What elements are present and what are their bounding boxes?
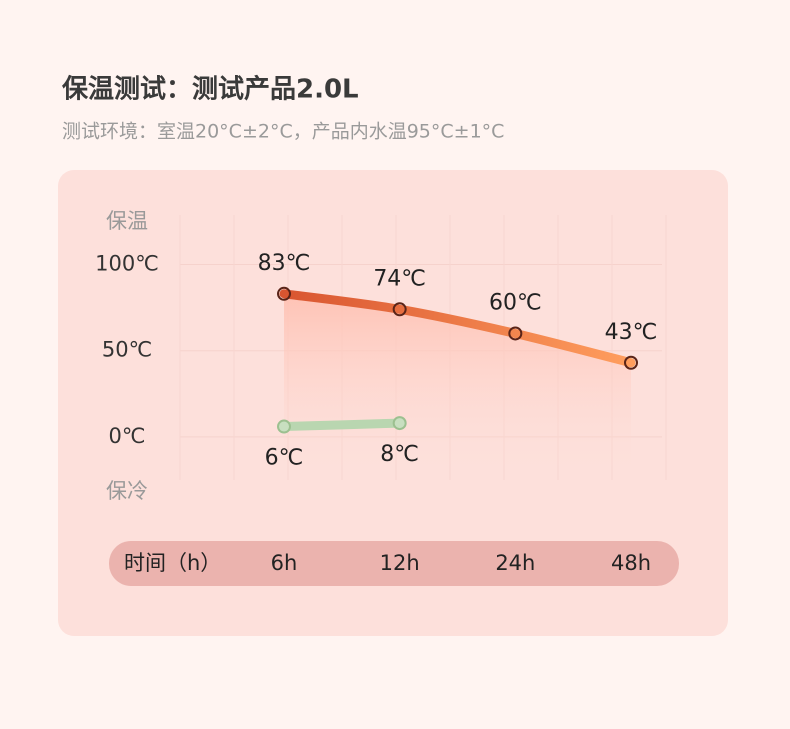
x-tick-label: 48h xyxy=(611,551,651,575)
x-axis-label: 时间（h） xyxy=(124,551,221,575)
data-label: 8℃ xyxy=(380,442,419,467)
y-tick-label: 50℃ xyxy=(102,338,152,362)
area xyxy=(284,293,631,480)
marker xyxy=(277,286,291,301)
marker xyxy=(277,419,291,434)
x-tick-label: 12h xyxy=(380,551,420,575)
title: 保温测试：测试产品2.0L xyxy=(61,75,359,105)
marker xyxy=(392,416,407,431)
x-tick-label: 6h xyxy=(271,551,298,575)
y-tick-label: 100℃ xyxy=(95,251,159,275)
time-bar xyxy=(109,541,679,586)
marker xyxy=(392,302,407,317)
data-label: 60℃ xyxy=(489,290,542,315)
bottom-label: 保冷 xyxy=(106,479,148,503)
marker xyxy=(508,326,523,341)
y-tick-label: 0℃ xyxy=(109,424,146,448)
series-line xyxy=(279,418,405,432)
data-label: 74℃ xyxy=(373,266,426,291)
data-label: 43℃ xyxy=(605,320,658,345)
marker xyxy=(624,355,638,370)
data-label: 83℃ xyxy=(258,251,311,276)
data-label: 6℃ xyxy=(265,446,304,471)
series-line xyxy=(279,289,636,368)
subtitle: 测试环境：室温20°C±2°C，产品内水温95°C±1°C xyxy=(62,121,504,143)
top-label: 保温 xyxy=(106,209,148,233)
x-tick-label: 24h xyxy=(495,551,535,575)
